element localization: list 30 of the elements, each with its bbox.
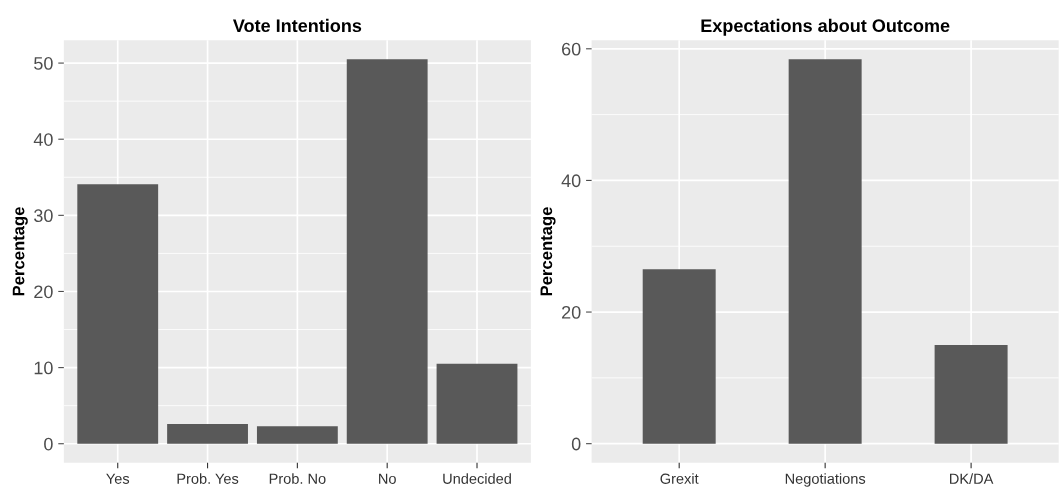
x-tick-label: Negotiations <box>785 473 866 487</box>
bar <box>167 423 248 444</box>
x-tick-label: Prob. No <box>269 473 326 484</box>
bar <box>436 363 518 444</box>
y-tick-label: 40 <box>33 133 53 146</box>
bar <box>346 59 428 444</box>
y-axis-title: Percentage <box>540 207 556 296</box>
y-tick-label: 30 <box>34 209 53 223</box>
y-axis-title: Percentage <box>12 207 28 296</box>
bar <box>642 269 716 444</box>
x-tick-label: Grexit <box>660 473 699 484</box>
bar <box>256 426 338 444</box>
y-tick-label: 60 <box>562 42 581 56</box>
y-tick-label: 0 <box>571 437 581 451</box>
x-tick-label: No <box>379 473 396 484</box>
x-tick-label: Undecided <box>443 473 511 484</box>
x-tick-label: Yes <box>106 473 130 484</box>
y-tick-label: 40 <box>561 174 581 188</box>
bar <box>934 344 1008 444</box>
y-tick-label: 0 <box>44 437 53 451</box>
bar <box>788 59 862 444</box>
x-tick-label: DK/DA <box>950 473 994 484</box>
x-tick-label: Prob. Yes <box>177 473 239 484</box>
y-tick-label: 50 <box>34 57 53 70</box>
chart-title: Expectations about Outcome <box>701 18 950 36</box>
y-tick-label: 20 <box>34 285 53 299</box>
bar <box>77 184 159 444</box>
y-tick-label: 20 <box>562 305 581 319</box>
y-tick-label: 10 <box>34 361 53 375</box>
chart-title: Vote Intentions <box>232 18 362 33</box>
